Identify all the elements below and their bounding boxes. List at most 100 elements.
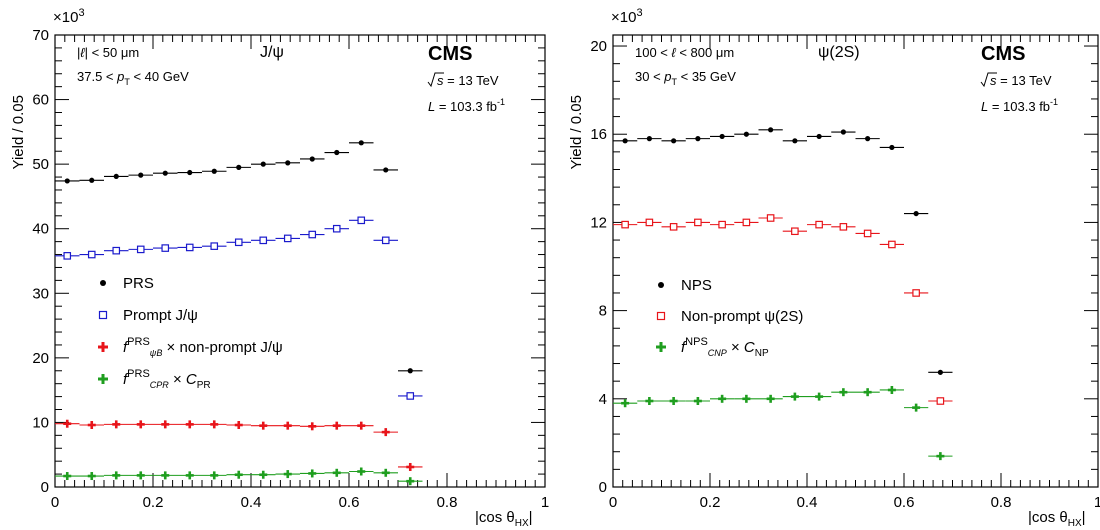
data-point bbox=[104, 173, 129, 180]
data-point bbox=[928, 452, 953, 461]
data-point bbox=[734, 394, 759, 403]
data-point bbox=[685, 136, 710, 142]
y-multiplier: ×103 bbox=[611, 7, 643, 26]
marker bbox=[816, 133, 822, 140]
data-point bbox=[928, 397, 953, 405]
data-point bbox=[398, 392, 423, 400]
y-tick-label: 16 bbox=[590, 126, 607, 143]
data-point bbox=[734, 131, 759, 137]
data-point bbox=[202, 168, 227, 174]
legend-label: Prompt J/ψ bbox=[123, 307, 198, 324]
data-point bbox=[685, 218, 710, 227]
data-point bbox=[79, 250, 104, 259]
data-point bbox=[398, 477, 423, 486]
data-point bbox=[782, 227, 807, 236]
data-point bbox=[879, 240, 904, 249]
cut-lifetime: 100 < ℓ < 800 μm bbox=[635, 45, 734, 60]
marker bbox=[259, 236, 268, 245]
legend-entry: PRS bbox=[100, 275, 154, 292]
legend-entry: fPRSCPR × CPR bbox=[98, 368, 211, 391]
marker bbox=[743, 131, 749, 137]
marker bbox=[383, 167, 389, 173]
data-point bbox=[324, 149, 349, 156]
marker bbox=[138, 172, 144, 178]
marker bbox=[381, 236, 390, 245]
data-point bbox=[55, 178, 80, 184]
energy-label: s = 13 TeV bbox=[990, 73, 1052, 88]
data-point bbox=[128, 471, 153, 480]
data-point bbox=[349, 216, 374, 225]
data-point bbox=[349, 467, 374, 476]
data-point bbox=[226, 164, 251, 170]
marker bbox=[889, 144, 895, 151]
marker bbox=[406, 392, 415, 400]
data-point bbox=[373, 428, 398, 437]
data-point bbox=[251, 161, 276, 167]
x-axis-title: |cos θHX| bbox=[475, 509, 533, 529]
marker bbox=[936, 397, 945, 405]
cut-pt: 37.5 < pT < 40 GeV bbox=[77, 69, 189, 87]
marker bbox=[671, 138, 677, 144]
y-tick-label: 70 bbox=[32, 27, 49, 44]
x-tick-label: 0.2 bbox=[700, 494, 721, 511]
y-tick-label: 40 bbox=[32, 221, 49, 238]
data-point bbox=[710, 220, 735, 229]
data-point bbox=[251, 236, 276, 245]
data-point bbox=[177, 169, 202, 176]
y-tick-label: 8 bbox=[599, 303, 607, 320]
series-1 bbox=[613, 127, 953, 375]
x-tick-label: 0.2 bbox=[143, 494, 164, 511]
x-tick-label: 0.8 bbox=[437, 494, 458, 511]
series-1 bbox=[55, 140, 423, 374]
data-point bbox=[807, 392, 832, 401]
marker bbox=[283, 234, 292, 243]
data-point bbox=[79, 472, 104, 481]
data-point bbox=[710, 133, 735, 140]
data-point bbox=[831, 388, 856, 397]
marker bbox=[815, 220, 823, 229]
data-point bbox=[831, 129, 856, 135]
data-point bbox=[177, 420, 202, 429]
marker bbox=[768, 127, 774, 133]
chart-panel-2: 0 4 8 12 16 20 0 0.2 0.4 0.6 0.8 1 Yield / 0.05 ×103 |… bbox=[568, 7, 1100, 529]
legend: PRS Prompt J/ψ fPRSψB × non-prompt J/ψ fPRS… bbox=[98, 275, 283, 391]
marker bbox=[211, 168, 217, 174]
data-point bbox=[79, 421, 104, 430]
marker bbox=[187, 169, 193, 176]
state-label: J/ψ bbox=[260, 44, 284, 61]
marker bbox=[236, 164, 242, 170]
data-point bbox=[128, 420, 153, 429]
chart-panel-1: 0 10 20 30 40 50 60 70 0 0.2 0.4 0.6 0.8 1 Yield / 0.0… bbox=[10, 7, 549, 529]
x-tick-label: 0 bbox=[609, 494, 617, 511]
legend-label: NPS bbox=[681, 277, 712, 294]
marker bbox=[210, 242, 219, 250]
y-tick-label: 4 bbox=[599, 391, 607, 408]
marker bbox=[162, 170, 168, 176]
data-point bbox=[104, 471, 129, 480]
data-point bbox=[104, 246, 129, 255]
data-point bbox=[807, 220, 832, 229]
series-3 bbox=[613, 385, 953, 461]
series-2 bbox=[55, 216, 423, 400]
legend-marker bbox=[656, 311, 666, 321]
data-point bbox=[349, 421, 374, 430]
marker bbox=[357, 216, 366, 225]
legend-entry: Prompt J/ψ bbox=[98, 307, 198, 324]
marker bbox=[89, 177, 95, 183]
data-point bbox=[55, 472, 80, 481]
data-point bbox=[904, 210, 929, 217]
marker bbox=[161, 244, 170, 252]
marker bbox=[695, 136, 701, 142]
marker bbox=[645, 218, 654, 227]
marker bbox=[64, 178, 70, 184]
y-axis-title: Yield / 0.05 bbox=[568, 95, 585, 170]
data-point bbox=[300, 156, 325, 162]
y-tick-label: 20 bbox=[32, 350, 49, 367]
y-tick-label: 10 bbox=[32, 414, 49, 431]
sqrt-symbol bbox=[427, 72, 444, 88]
data-point bbox=[275, 160, 300, 166]
data-point bbox=[661, 397, 686, 406]
legend-label: fNPSCNP × CNP bbox=[681, 336, 769, 359]
y-tick-label: 50 bbox=[32, 156, 49, 173]
data-point bbox=[758, 394, 783, 403]
